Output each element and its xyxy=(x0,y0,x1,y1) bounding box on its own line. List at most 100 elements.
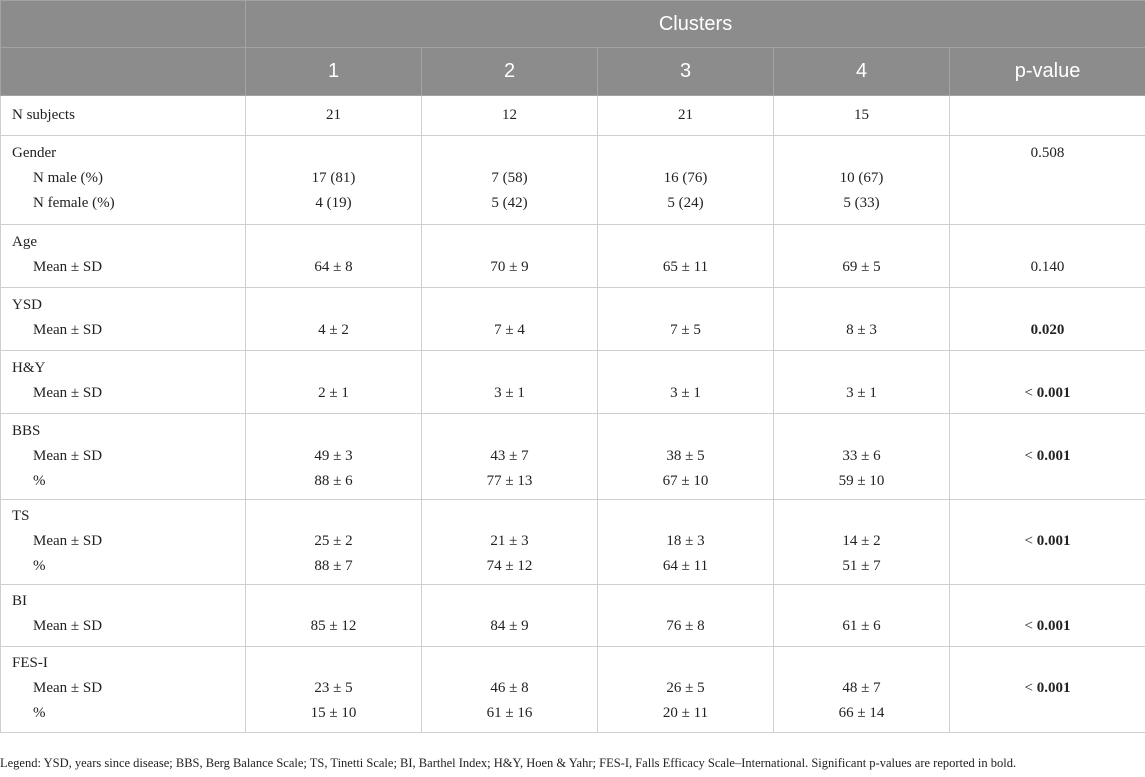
table-row: N subjects 21 12 21 15 xyxy=(0,95,1145,136)
cell-value: 7 (58) xyxy=(491,170,528,186)
cell-value: 3 ± 1 xyxy=(494,385,525,401)
cell-value: 88 ± 6 xyxy=(314,473,353,489)
spacer xyxy=(950,356,1145,381)
cell-value: 15 xyxy=(854,107,869,123)
cluster-2-cell: 43 ± 7 77 ± 13 xyxy=(421,413,598,500)
spacer xyxy=(422,589,597,614)
cluster-1-cell: 25 ± 2 88 ± 7 xyxy=(245,499,422,585)
row-label-cell: Gender N male (%) N female (%) xyxy=(0,135,246,225)
cluster-3-header: 3 xyxy=(597,47,774,96)
spacer xyxy=(598,293,773,318)
row-label-cell: BBS Mean ± SD% xyxy=(0,413,246,500)
pvalue-prefix: < xyxy=(1024,533,1037,549)
pvalue-prefix: < xyxy=(1024,385,1037,401)
row-label-cell: BI Mean ± SD xyxy=(0,584,246,647)
spacer xyxy=(774,141,949,166)
table-row: YSD Mean ± SD 4 ± 2 7 ± 4 7 ± 5 8 ± 3 0.020 xyxy=(0,287,1145,351)
pvalue-number: 0.001 xyxy=(1036,385,1071,401)
table-row: BBS Mean ± SD% 49 ± 3 88 ± 6 43 ± 7 77 ± 13 38… xyxy=(0,413,1145,500)
cell-value: 4 (19) xyxy=(315,195,352,211)
pvalue-cell: 0.140 xyxy=(948,224,1145,288)
cell-value: 12 xyxy=(502,107,517,123)
row-sublabel: N male (%) xyxy=(33,170,103,186)
row-label: Gender xyxy=(12,145,57,161)
row-label-cell: H&Y Mean ± SD xyxy=(0,350,246,414)
cell-value: 2 ± 1 xyxy=(318,385,349,401)
row-label: TS xyxy=(12,508,30,524)
spacer xyxy=(422,504,597,529)
pvalue-prefix: < xyxy=(1024,448,1037,464)
pvalue-number: 0.508 xyxy=(1030,145,1065,161)
cell-value: 14 ± 2 xyxy=(842,533,881,549)
cell-value: 46 ± 8 xyxy=(490,680,529,696)
cell-value: 7 ± 5 xyxy=(670,322,701,338)
cell-value: 16 (76) xyxy=(663,170,708,186)
pvalue: < 0.001 xyxy=(950,381,1145,406)
cell-value: 74 ± 12 xyxy=(486,558,533,574)
table-row: Gender N male (%) N female (%) 17 (81) 4 (19… xyxy=(0,135,1145,225)
cluster-2-cell: 21 ± 3 74 ± 12 xyxy=(421,499,598,585)
spacer xyxy=(246,230,421,255)
row-label: YSD xyxy=(12,297,43,313)
spacer xyxy=(598,230,773,255)
row-label: FES-I xyxy=(12,655,48,671)
cluster-3-cell: 18 ± 3 64 ± 11 xyxy=(597,499,774,585)
cell-value: 25 ± 2 xyxy=(314,533,353,549)
spacer xyxy=(598,419,773,444)
row-sublabel: Mean ± SD xyxy=(33,533,103,549)
cell-value: 20 ± 11 xyxy=(662,705,709,721)
spacer xyxy=(598,651,773,676)
cluster-2-cell: 7 (58) 5 (42) xyxy=(421,135,598,225)
spacer xyxy=(598,504,773,529)
spacer xyxy=(422,419,597,444)
spacer xyxy=(950,589,1145,614)
spacer xyxy=(246,504,421,529)
row-sublabel: % xyxy=(33,473,46,489)
spacer xyxy=(422,293,597,318)
row-sublabel: N female (%) xyxy=(33,195,115,211)
cluster-4-header: 4 xyxy=(773,47,950,96)
pvalue-header: p-value xyxy=(948,47,1145,96)
row-label: H&Y xyxy=(12,360,46,376)
cell-value: 5 (33) xyxy=(843,195,880,211)
cluster-2-cell: 12 xyxy=(421,95,598,136)
cell-value: 49 ± 3 xyxy=(314,448,353,464)
cell-value: 8 ± 3 xyxy=(846,322,877,338)
pvalue: 0.020 xyxy=(950,318,1145,343)
spacer xyxy=(246,293,421,318)
row-label-cell: YSD Mean ± SD xyxy=(0,287,246,351)
cell-value: 51 ± 7 xyxy=(842,558,881,574)
cell-value: 85 ± 12 xyxy=(310,618,357,634)
pvalue-cell: < 0.001 xyxy=(948,350,1145,414)
spacer xyxy=(774,504,949,529)
row-sublabel: Mean ± SD xyxy=(33,385,103,401)
pvalue-number: 0.001 xyxy=(1036,618,1071,634)
cell-value: 67 ± 10 xyxy=(662,473,709,489)
cell-value: 3 ± 1 xyxy=(670,385,701,401)
row-label: BBS xyxy=(12,423,41,439)
spacer xyxy=(598,141,773,166)
cluster-4-cell: 33 ± 6 59 ± 10 xyxy=(773,413,950,500)
cluster-3-cell: 21 xyxy=(597,95,774,136)
pvalue-number: 0.001 xyxy=(1036,680,1071,696)
cluster-2-cell: 84 ± 9 xyxy=(421,584,598,647)
spacer xyxy=(774,589,949,614)
cluster-1-cell: 2 ± 1 xyxy=(245,350,422,414)
row-sublabel: Mean ± SD xyxy=(33,259,103,275)
cell-value: 65 ± 11 xyxy=(662,259,709,275)
cell-value: 84 ± 9 xyxy=(490,618,529,634)
cluster-1-cell: 85 ± 12 xyxy=(245,584,422,647)
spacer xyxy=(774,230,949,255)
spacer xyxy=(422,141,597,166)
pvalue-cell: < 0.001 xyxy=(948,413,1145,500)
cell-value: 21 xyxy=(678,107,693,123)
cluster-4-cell: 3 ± 1 xyxy=(773,350,950,414)
row-label: N subjects xyxy=(12,107,75,123)
table-body: N subjects 21 12 21 15 Gender N male (%) N fema… xyxy=(0,95,1145,733)
spacer xyxy=(950,504,1145,529)
spacer xyxy=(246,141,421,166)
cell-value: 70 ± 9 xyxy=(490,259,529,275)
row-label: BI xyxy=(12,593,27,609)
table-row: Age Mean ± SD 64 ± 8 70 ± 9 65 ± 11 69 ± 5 0.1… xyxy=(0,224,1145,288)
spacer xyxy=(246,589,421,614)
